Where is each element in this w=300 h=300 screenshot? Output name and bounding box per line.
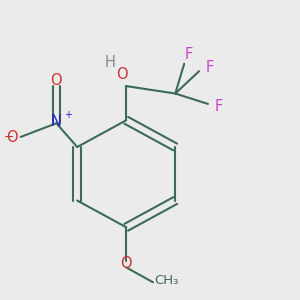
Text: CH₃: CH₃ <box>154 274 179 287</box>
Text: H: H <box>104 55 115 70</box>
Text: N: N <box>51 114 62 129</box>
Text: −: − <box>4 131 14 144</box>
Text: O: O <box>6 130 18 145</box>
Text: O: O <box>51 73 62 88</box>
Text: F: F <box>215 98 223 113</box>
Text: F: F <box>206 60 214 75</box>
Text: O: O <box>120 256 132 271</box>
Text: O: O <box>116 67 128 82</box>
Text: +: + <box>64 110 72 120</box>
Text: F: F <box>184 47 192 62</box>
